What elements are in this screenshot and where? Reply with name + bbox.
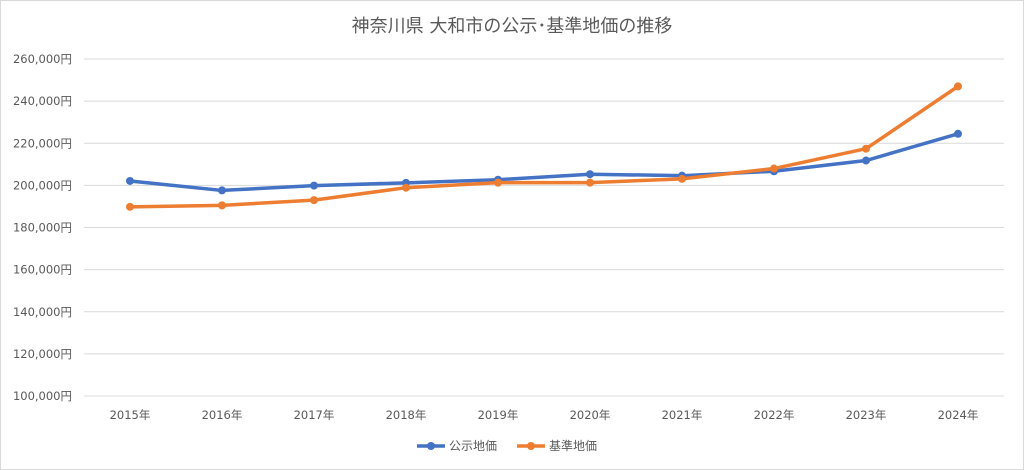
x-tick-label: 2024年 (938, 408, 979, 422)
series-layer (126, 82, 962, 211)
legend-item: 公示地価 (417, 439, 497, 453)
x-tick-label: 2015年 (110, 408, 151, 422)
data-point (126, 176, 134, 185)
series-line (128, 132, 960, 193)
y-tick-label: 160,000円 (13, 263, 72, 277)
data-point (402, 183, 410, 192)
gridlines (84, 58, 1004, 397)
data-point (218, 201, 226, 210)
data-point (770, 164, 778, 173)
series-line (128, 84, 960, 209)
y-tick-label: 100,000円 (13, 389, 72, 403)
data-point (126, 202, 134, 211)
x-tick-label: 2017年 (294, 408, 335, 422)
data-point (954, 129, 962, 138)
legend: 公示地価 基準地価 (417, 438, 597, 453)
x-axis-ticks: 2015年 2016年 2017年 2018年 2019年 2020年 2021年 2022年… (110, 408, 979, 422)
y-axis-ticks: 100,000円 120,000円 140,000円 160,000円 180,000円… (13, 52, 72, 403)
series-2 (126, 82, 962, 211)
x-tick-label: 2020年 (570, 408, 611, 422)
data-point (586, 170, 594, 179)
y-tick-label: 120,000円 (13, 347, 72, 361)
y-tick-label: 260,000円 (13, 52, 72, 66)
y-tick-label: 220,000円 (13, 136, 72, 150)
x-tick-label: 2022年 (754, 408, 795, 422)
data-point (954, 82, 962, 91)
y-tick-label: 240,000円 (13, 94, 72, 108)
series-1 (126, 129, 962, 195)
data-point (310, 181, 318, 190)
legend-label: 基準地価 (549, 438, 597, 453)
legend-marker (427, 442, 435, 450)
data-point (862, 156, 870, 165)
data-point (310, 196, 318, 205)
y-tick-label: 140,000円 (13, 305, 72, 319)
legend-marker (527, 442, 535, 450)
data-point (586, 178, 594, 187)
x-tick-label: 2021年 (662, 408, 703, 422)
x-tick-label: 2016年 (202, 408, 243, 422)
legend-label: 公示地価 (449, 439, 497, 453)
x-tick-label: 2018年 (386, 408, 427, 422)
data-point (862, 144, 870, 153)
x-tick-label: 2019年 (478, 408, 519, 422)
data-point (678, 174, 686, 183)
y-tick-label: 180,000円 (13, 221, 72, 235)
x-tick-label: 2023年 (846, 408, 887, 422)
chart-title: 神奈川県 大和市の公示･基準地価の推移 (352, 16, 673, 37)
data-point (494, 178, 502, 187)
data-point (218, 186, 226, 195)
y-tick-label: 200,000円 (13, 178, 72, 192)
legend-item: 基準地価 (517, 438, 597, 453)
